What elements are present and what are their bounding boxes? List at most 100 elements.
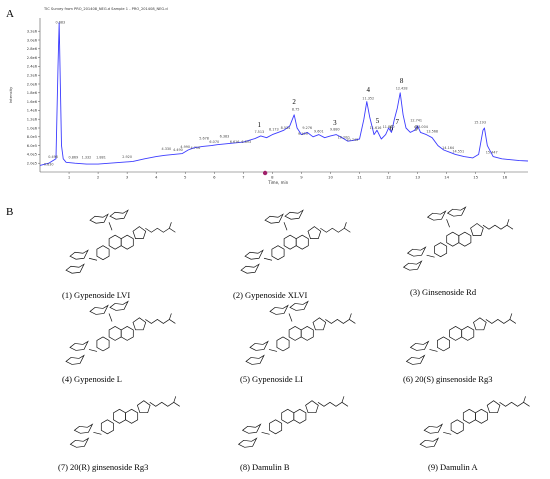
ring-a [450, 419, 464, 435]
x-axis-label: Time, min [267, 180, 288, 185]
chart-title: TIC Survey from PRO_201408_NEG.d Sample … [43, 7, 168, 11]
sugar-ring-left-2 [419, 437, 440, 448]
retention-time-label: 11.352 [362, 97, 374, 101]
retention-time-label: 9.276 [302, 126, 312, 130]
sugar-ring-left [73, 423, 94, 434]
sugar-ring-left-2 [245, 354, 265, 365]
sugar-ring-left-2 [405, 354, 426, 365]
ring-b [113, 408, 126, 424]
ring-a [271, 245, 285, 261]
retention-time-label: 1.332 [82, 156, 92, 160]
glycosidic-bond-left [93, 431, 102, 435]
caption-compound-5: (5) Gypenoside LI [240, 374, 303, 384]
y-tick-label: 1.0e6 [27, 126, 38, 130]
x-tick-label: 12 [386, 175, 391, 180]
x-tick-label: 2 [97, 175, 100, 180]
side-chain [317, 396, 349, 407]
peak-number-label: 7 [396, 118, 400, 126]
sugar-ring-left-2 [402, 260, 423, 271]
ring-b [446, 231, 460, 247]
sugar-ring-left [241, 423, 262, 434]
ring-d [136, 400, 151, 414]
ring-b [108, 234, 122, 250]
side-chain [485, 313, 517, 324]
ring-a [96, 245, 110, 261]
x-tick-label: 7 [242, 175, 245, 180]
caption-compound-7: (7) 20(R) ginsenoside Rg3 [58, 462, 149, 472]
structure-compound-6 [405, 313, 517, 365]
retention-time-label: 10.200 [338, 135, 350, 139]
retention-time-label: 9.601 [314, 129, 324, 133]
y-axis-label: Intensity [8, 86, 13, 103]
sugar-ring-left-2 [69, 437, 90, 448]
retention-time-label: 9.109 [298, 132, 308, 136]
side-chain [145, 222, 176, 233]
retention-time-label: 11.616 [370, 126, 382, 130]
x-tick-label: 11 [357, 175, 362, 180]
glycosidic-bond-left [426, 254, 435, 258]
retention-time-label: 0.683 [55, 21, 65, 25]
sugar-ring-left-2 [65, 354, 85, 365]
ring-d [305, 400, 319, 414]
side-chain [482, 219, 514, 230]
sugar-ring-top [89, 213, 109, 224]
peak-number-label: 6 [390, 124, 394, 132]
retention-time-label: 9.880 [330, 128, 340, 132]
caption-compound-2: (2) Gypenoside XLVI [233, 290, 308, 300]
y-tick-label: 2.6e6 [27, 56, 38, 60]
retention-time-label: 0.830 [44, 163, 54, 167]
ring-c [125, 408, 139, 424]
retention-time-label: 13.004 [416, 125, 428, 129]
retention-time-label: 12.741 [410, 119, 422, 123]
y-tick-label: 1.4e6 [27, 109, 38, 113]
y-tick-label: 1.2e6 [27, 118, 38, 122]
retention-time-label: 12.428 [396, 87, 408, 91]
retention-time-label: 6.616 [230, 140, 240, 144]
x-tick-label: 3 [126, 175, 129, 180]
ring-a [434, 242, 448, 258]
retention-time-label: 4.716 [191, 146, 201, 150]
ring-b [449, 325, 463, 341]
sugar-ring-top [89, 304, 109, 315]
sugar-ring-left-2 [237, 437, 258, 448]
caption-compound-6: (6) 20(S) ginsenoside Rg3 [403, 374, 493, 384]
retention-time-label: 4.330 [161, 147, 171, 151]
caption-compound-3: (3) Ginsenoside Rd [410, 287, 477, 297]
caption-compound-4: (4) Gypenoside L [62, 374, 122, 384]
ring-c [475, 408, 488, 424]
retention-time-label: 6.070 [209, 140, 219, 144]
ring-b [281, 408, 295, 424]
sugar-ring-top [269, 304, 289, 315]
retention-time-label: 8.173 [269, 128, 279, 132]
x-tick-label: 5 [184, 175, 187, 180]
ring-d [470, 223, 484, 236]
ring-a [100, 419, 114, 435]
y-tick-label: 2.0e6 [27, 82, 38, 86]
retention-time-label: 4.990 [180, 145, 190, 149]
structure-compound-2 [240, 209, 351, 274]
peak-number-label: 8 [400, 77, 404, 85]
sugar-ring-left [244, 249, 264, 260]
retention-time-label: 8.75 [292, 107, 300, 111]
peak-number-label: 5 [376, 117, 380, 125]
x-tick-label: 6 [213, 175, 216, 180]
ring-d [312, 317, 327, 331]
retention-time-label: 15.193 [474, 120, 486, 124]
caption-compound-9: (9) Damulin A [428, 462, 478, 472]
glycosidic-bond-left [88, 349, 98, 352]
glycosidic-bond-left [263, 257, 273, 261]
sugar-ring-top-2 [109, 300, 129, 311]
retention-time-label: 11.870 [383, 125, 395, 129]
retention-time-label: 13.568 [426, 129, 438, 133]
x-tick-label: 4 [155, 175, 158, 180]
retention-time-label: 0.869 [69, 156, 79, 160]
x-tick-label: 1 [68, 175, 71, 180]
ring-a [96, 336, 110, 352]
x-tick-label: 10 [328, 175, 333, 180]
sugar-ring-top-2 [284, 209, 304, 220]
y-tick-label: 1.8e6 [27, 91, 38, 95]
side-chain [499, 396, 530, 407]
sugar-ring-left [406, 246, 427, 257]
ring-c [300, 325, 314, 341]
sugar-ring-left [69, 340, 89, 351]
